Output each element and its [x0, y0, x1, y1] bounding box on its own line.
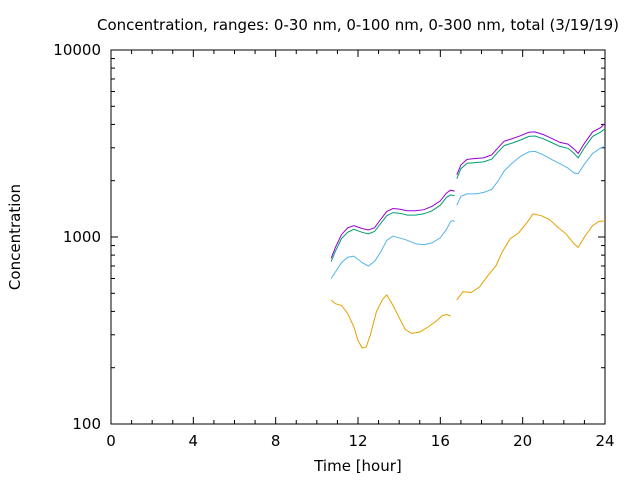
series-line-2	[330, 219, 455, 279]
y-tick-label: 100	[72, 415, 101, 433]
x-tick-label: 20	[513, 432, 532, 450]
x-tick-label: 8	[271, 432, 281, 450]
series-lines	[330, 123, 606, 349]
series-line-1	[330, 294, 451, 349]
y-tick-label: 10000	[53, 41, 101, 59]
major-ticks	[110, 49, 606, 425]
x-tick-label: 16	[431, 432, 450, 450]
chart-title: Concentration, ranges: 0-30 nm, 0-100 nm…	[97, 16, 619, 34]
series-line-1	[456, 213, 606, 301]
y-tick-labels: 100 1000 10000	[53, 41, 101, 433]
y-axis-label: Concentration	[6, 184, 24, 290]
y-tick-label: 1000	[63, 228, 101, 246]
plot-frame	[110, 49, 606, 425]
x-tick-label: 4	[189, 432, 199, 450]
series-line-4	[456, 123, 606, 175]
series-line-3	[330, 194, 455, 262]
x-axis-label: Time [hour]	[313, 457, 402, 475]
x-tick-label: 0	[106, 432, 116, 450]
x-tick-labels: 0 4 8 12 16 20 24	[106, 432, 614, 450]
series-line-2	[456, 145, 606, 206]
x-tick-label: 24	[595, 432, 614, 450]
x-tick-label: 12	[348, 432, 367, 450]
series-line-4	[330, 189, 455, 259]
minor-ticks	[111, 50, 605, 424]
series-line-3	[456, 128, 606, 179]
